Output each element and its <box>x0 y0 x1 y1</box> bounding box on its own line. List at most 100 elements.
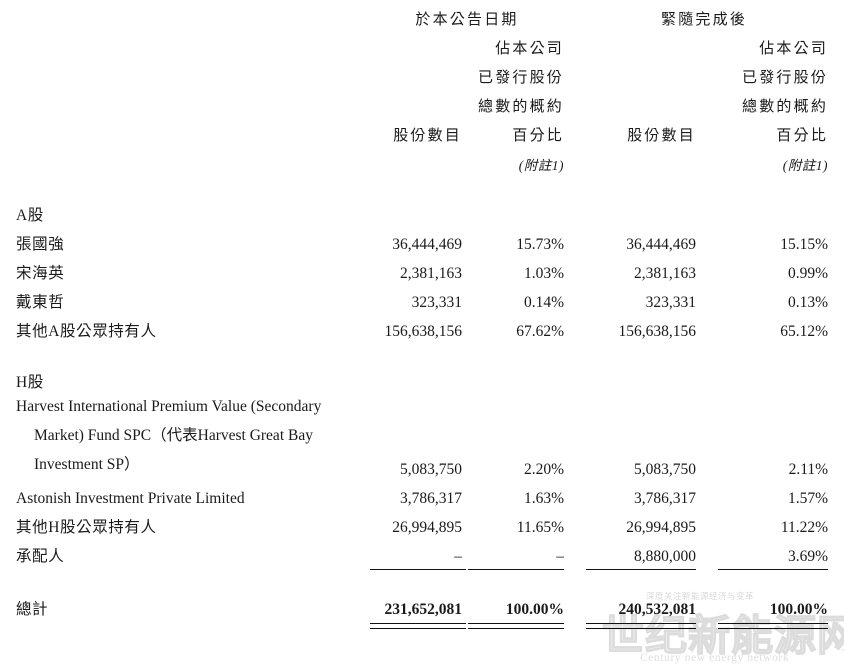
total-label: 總計 <box>16 601 49 618</box>
header-spacer-n2d <box>580 145 712 174</box>
header-pct-before-line1: 佔本公司 <box>495 41 565 57</box>
cell-shares-before: 323,331 <box>411 294 462 311</box>
row-label-line-2: Market) Fund SPC（代表Harvest Great Bay <box>34 427 313 444</box>
row-label: 宋海英 <box>16 265 65 282</box>
cell-pct-before: 1.63% <box>523 490 565 507</box>
cell-pct-after: 0.99% <box>787 265 829 282</box>
header-empty-label <box>0 0 370 29</box>
cell-shares-after: 2,381,163 <box>634 265 697 282</box>
header-shares-after-label: 股份數目 <box>627 128 697 144</box>
section-title-a: A股 <box>16 207 44 224</box>
cell-pct-after: 3.69% <box>787 548 829 565</box>
subtotal-rule-row <box>0 566 844 578</box>
cell-pct-after: 15.15% <box>780 236 829 253</box>
header-gap-cell <box>0 174 844 196</box>
table-row: 承配人 – – 8,880,000 3.69% <box>0 537 844 566</box>
rule-pct-after <box>712 566 844 578</box>
cell-shares-after: 156,638,156 <box>618 323 697 340</box>
shareholding-table: 於本公告日期 緊隨完成後 佔本公司 佔本公司 已發行股份 已發行股份 總數的概約… <box>0 0 844 633</box>
section-title-h: H股 <box>16 374 44 391</box>
section-a-empty <box>370 196 844 225</box>
cell-shares-before: 36,444,469 <box>392 236 462 253</box>
cell-pct-after: 65.12% <box>780 323 829 340</box>
header-percent-before-label: 百分比 <box>512 128 565 144</box>
total-gap-cell <box>0 578 844 590</box>
row-label: 戴東哲 <box>16 294 65 311</box>
header-spacer-n1c <box>370 87 468 116</box>
cell-shares-after: 36,444,469 <box>626 236 697 253</box>
table-row: 張國強 36,444,469 15.73% 36,444,469 15.15% <box>0 225 844 254</box>
header-spacer-n2b <box>580 58 712 87</box>
header-shares-before-label: 股份數目 <box>393 128 462 144</box>
section-heading-row-h: H股 <box>0 363 844 392</box>
cell-pct-after: 0.13% <box>787 294 829 311</box>
cell-pct-after: 1.57% <box>787 490 829 507</box>
cell-pct-before: 11.65% <box>516 519 565 536</box>
total-double-rule-row <box>0 619 844 633</box>
table-row: Astonish Investment Private Limited 3,78… <box>0 479 844 508</box>
cell-pct-after: 2.11% <box>788 461 829 478</box>
table-row: 宋海英 2,381,163 1.03% 2,381,163 0.99% <box>0 254 844 283</box>
row-label-line-1: Harvest International Premium Value (Sec… <box>16 398 322 415</box>
total-shares-after: 240,532,081 <box>618 601 697 618</box>
cell-pct-before: 15.73% <box>516 236 565 253</box>
header-pct-after-line2: 已發行股份 <box>742 70 829 86</box>
header-note-row: (附註1) (附註1) <box>0 145 844 174</box>
rule-spacer-label <box>0 566 370 578</box>
header-pct-after-line3: 總數的概約 <box>742 99 829 115</box>
cell-shares-before: 3,786,317 <box>400 490 462 507</box>
table-row: 戴東哲 323,331 0.14% 323,331 0.13% <box>0 283 844 312</box>
header-gap <box>0 174 844 196</box>
header-pct-before-line2: 已發行股份 <box>478 70 565 86</box>
header-spacer-1 <box>0 29 370 58</box>
header-spacer-2 <box>0 58 370 87</box>
dblrule-shares-before <box>370 619 468 633</box>
header-spacer-n1 <box>370 29 468 58</box>
header-stack-row-1: 佔本公司 佔本公司 <box>0 29 844 58</box>
cell-shares-after: 26,994,895 <box>626 519 697 536</box>
cell-shares-before: 2,381,163 <box>400 265 462 282</box>
cell-shares-after: 5,083,750 <box>634 461 697 478</box>
total-row: 總計 231,652,081 100.00% 240,532,081 100.0… <box>0 590 844 619</box>
cell-pct-before: 67.62% <box>516 323 565 340</box>
row-label: 其他H股公眾持有人 <box>16 519 157 536</box>
header-note-before: (附註1) <box>518 158 565 173</box>
cell-pct-after: 11.22% <box>780 519 829 536</box>
cell-shares-after: 323,331 <box>645 294 697 311</box>
cell-shares-before: 26,994,895 <box>392 519 462 536</box>
row-label: 其他A股公眾持有人 <box>16 323 157 340</box>
header-spacer-4 <box>0 116 370 145</box>
rule-shares-before <box>370 566 468 578</box>
header-spacer-n2c <box>580 87 712 116</box>
rule-pct-before <box>468 566 580 578</box>
cell-pct-before: 2.20% <box>523 461 565 478</box>
header-spacer-n1b <box>370 58 468 87</box>
header-spacer-5 <box>0 145 370 174</box>
header-stack-row-3: 總數的概約 總數的概約 <box>0 87 844 116</box>
header-group-after: 緊隨完成後 <box>661 12 748 28</box>
cell-pct-before: – <box>556 548 565 565</box>
dblrule-pct-after <box>712 619 844 633</box>
table-row: 其他H股公眾持有人 26,994,895 11.65% 26,994,895 1… <box>0 508 844 537</box>
header-stack-row-2: 已發行股份 已發行股份 <box>0 58 844 87</box>
row-label-line-3: Investment SP） <box>34 456 140 473</box>
header-spacer-n2 <box>580 29 712 58</box>
total-pct-after: 100.00% <box>769 601 829 618</box>
total-gap <box>0 578 844 590</box>
cell-shares-after: 3,786,317 <box>634 490 697 507</box>
header-spacer-3 <box>0 87 370 116</box>
section-gap <box>0 341 844 363</box>
row-label: Astonish Investment Private Limited <box>16 490 245 507</box>
cell-shares-before: – <box>454 548 462 565</box>
cell-shares-before: 5,083,750 <box>400 461 462 478</box>
header-column-label-row: 股份數目 百分比 股份數目 百分比 <box>0 116 844 145</box>
row-label: 承配人 <box>16 548 65 565</box>
row-label: 張國強 <box>16 236 65 253</box>
section-heading-row-a: A股 <box>0 196 844 225</box>
header-pct-after-line1: 佔本公司 <box>759 41 829 57</box>
cell-pct-before: 0.14% <box>523 294 565 311</box>
table-row: 其他A股公眾持有人 156,638,156 67.62% 156,638,156… <box>0 312 844 341</box>
rule-shares-after <box>580 566 712 578</box>
cell-shares-after: 8,880,000 <box>634 548 697 565</box>
